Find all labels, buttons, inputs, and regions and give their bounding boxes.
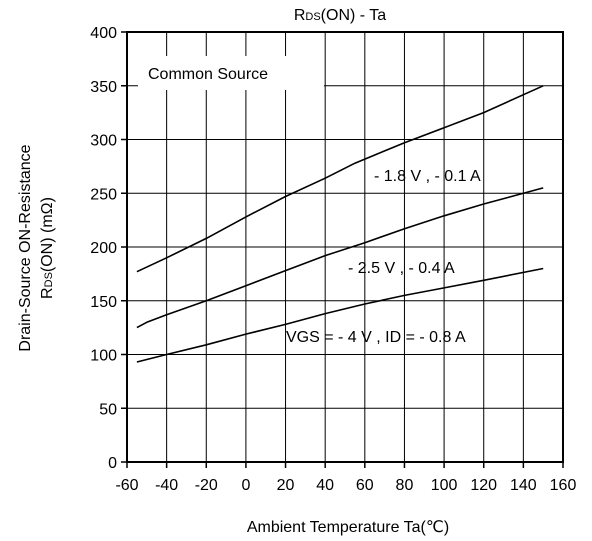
x-tick-labels: -60 -40 -20 0 20 40 60 80 100 120 140 160 <box>115 477 576 494</box>
y-tick-label: 0 <box>108 455 117 472</box>
x-tick-label: 40 <box>316 477 334 494</box>
x-tick-label: 160 <box>550 477 577 494</box>
x-tick-label: 100 <box>431 477 458 494</box>
series-label-3: VGS = - 4 V , ID = - 0.8 A <box>286 329 466 346</box>
y-tick-label: 50 <box>99 401 117 418</box>
y-axis-label-prefix: R <box>39 287 56 299</box>
series-line-2 <box>136 187 544 329</box>
chart-title-prefix: R <box>294 7 306 24</box>
annotation-common-source: Common Source <box>148 66 268 83</box>
x-tick-label: 60 <box>356 477 374 494</box>
x-tick-label: 120 <box>470 477 497 494</box>
series-line-1 <box>136 85 544 273</box>
y-tick-label: 200 <box>90 240 117 257</box>
x-tick-label: 140 <box>510 477 537 494</box>
x-tick-label: 20 <box>277 477 295 494</box>
chart-title-sub: DS <box>305 11 320 23</box>
y-axis-label-line2: RDS(ON) (mΩ) <box>39 197 56 299</box>
plot-frame <box>126 31 564 463</box>
annotation-box <box>138 56 324 90</box>
y-tick-label: 300 <box>90 133 117 150</box>
x-tick-label: -40 <box>155 477 178 494</box>
x-tick-label: -20 <box>195 477 218 494</box>
chart-title: RDS(ON) - Ta <box>294 7 386 24</box>
y-axis-label-sub: DS <box>43 272 55 287</box>
y-tick-label: 150 <box>90 294 117 311</box>
x-axis-label: Ambient Temperature Ta(℃) <box>247 519 449 536</box>
y-axis-label-suffix: (ON) (mΩ) <box>39 197 56 272</box>
y-tick-label: 100 <box>90 348 117 365</box>
y-axis-label-line1: Drain-Source ON-Resistance <box>17 144 34 351</box>
series-line-3 <box>136 267 544 363</box>
x-tick-label: 0 <box>241 477 250 494</box>
x-tick-label: 80 <box>396 477 414 494</box>
x-tick-label: -60 <box>115 477 138 494</box>
y-tick-label: 250 <box>90 186 117 203</box>
y-tick-labels: 0 50 100 150 200 250 300 350 400 <box>90 25 117 472</box>
chart-title-suffix: (ON) - Ta <box>321 7 387 24</box>
series-lines <box>136 85 544 363</box>
series-label-1: - 1.8 V , - 0.1 A <box>374 168 481 185</box>
series-label-2: - 2.5 V , - 0.4 A <box>348 260 455 277</box>
y-tick-label: 350 <box>90 79 117 96</box>
y-tick-label: 400 <box>90 25 117 42</box>
